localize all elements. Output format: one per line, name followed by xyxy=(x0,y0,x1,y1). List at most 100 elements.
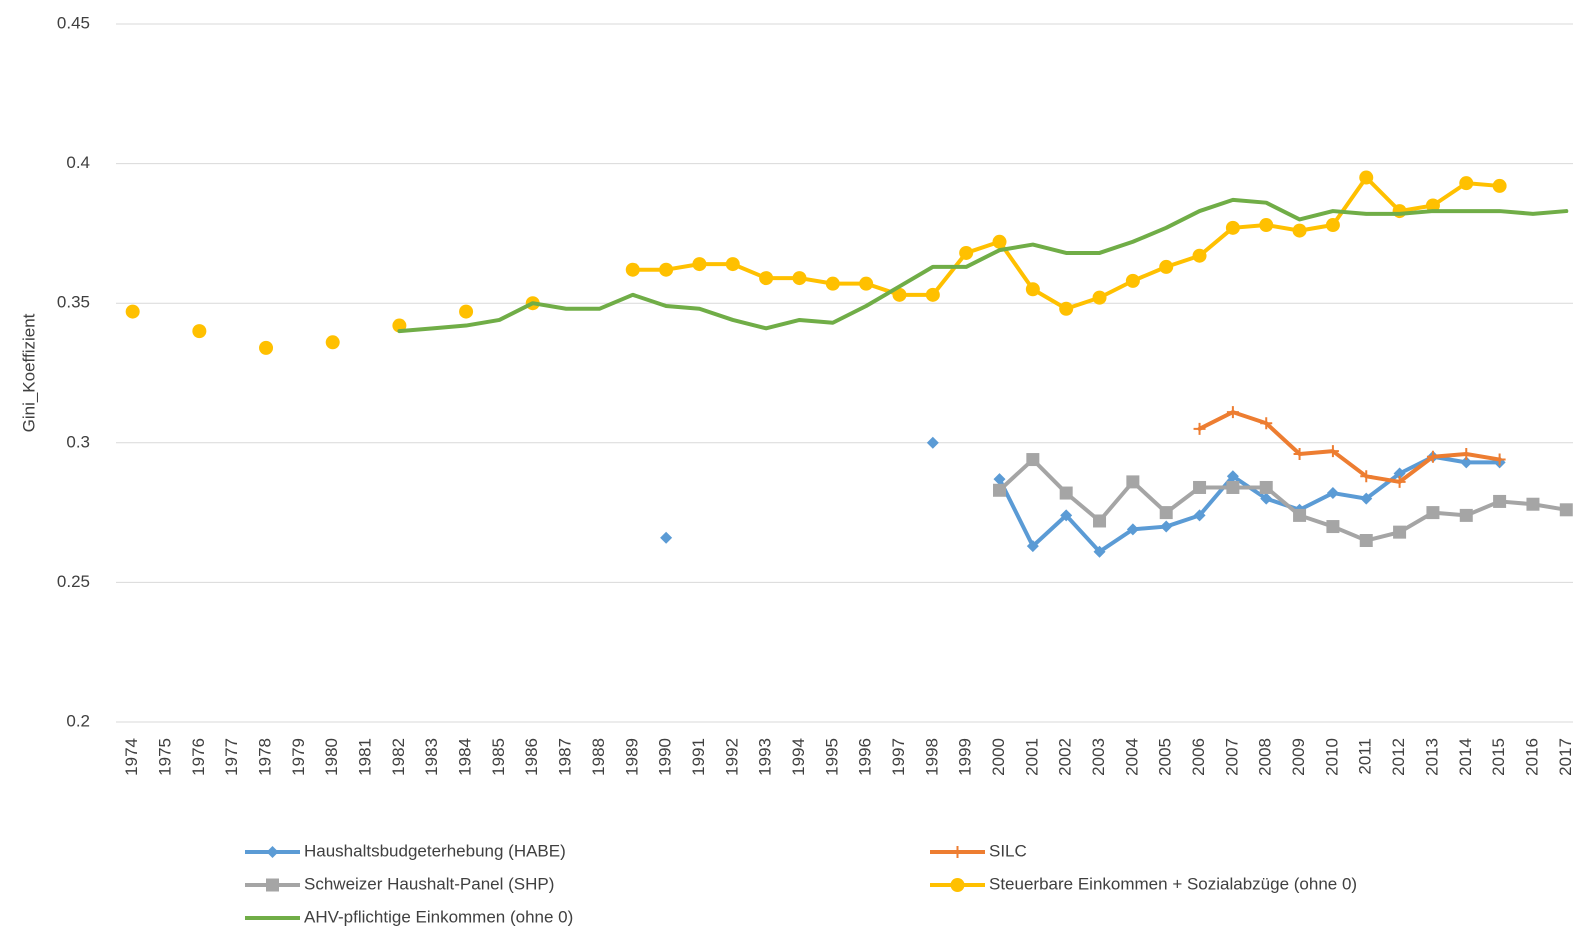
marker xyxy=(125,304,140,319)
marker xyxy=(1460,456,1473,469)
marker xyxy=(1326,445,1339,458)
x-tick-label: 2005 xyxy=(1156,738,1175,776)
marker xyxy=(1359,534,1373,548)
x-tick-label: 1986 xyxy=(522,738,541,776)
y-tick-label: 0.3 xyxy=(66,432,90,451)
marker xyxy=(1192,248,1207,263)
marker xyxy=(266,846,279,858)
marker xyxy=(1393,525,1407,539)
marker xyxy=(1459,508,1473,522)
marker xyxy=(1059,301,1074,316)
marker xyxy=(1326,520,1340,534)
marker xyxy=(1293,447,1306,460)
y-tick-label: 0.25 xyxy=(57,572,90,591)
marker xyxy=(1325,218,1340,233)
y-tick-label: 0.4 xyxy=(66,153,90,172)
legend-item: SILC xyxy=(930,841,1027,860)
series-line xyxy=(997,454,1502,554)
marker xyxy=(1460,447,1473,460)
x-tick-label: 1984 xyxy=(456,738,475,776)
x-tick-label: 2016 xyxy=(1522,738,1541,776)
marker xyxy=(926,436,939,449)
x-tick-label: 1981 xyxy=(356,738,375,776)
series-line xyxy=(630,175,1502,311)
marker xyxy=(259,340,274,355)
marker xyxy=(825,276,840,291)
x-tick-label: 1983 xyxy=(422,738,441,776)
marker xyxy=(1493,494,1507,508)
marker xyxy=(1292,223,1307,238)
marker xyxy=(892,287,907,302)
legend-label: Schweizer Haushalt-Panel (SHP) xyxy=(304,874,554,893)
marker xyxy=(925,287,940,302)
y-tick-label: 0.45 xyxy=(57,13,90,32)
marker xyxy=(1360,470,1373,483)
marker xyxy=(1160,520,1173,533)
marker xyxy=(1226,480,1240,494)
marker xyxy=(1393,475,1406,488)
marker xyxy=(1425,198,1440,213)
x-tick-label: 1996 xyxy=(856,738,875,776)
marker xyxy=(1426,506,1440,520)
marker xyxy=(859,276,874,291)
marker xyxy=(692,257,707,272)
marker xyxy=(1059,486,1073,500)
x-tick-label: 2014 xyxy=(1456,738,1475,776)
marker xyxy=(1260,417,1273,430)
x-tick-label: 1991 xyxy=(689,738,708,776)
legend-label: SILC xyxy=(989,841,1027,860)
marker xyxy=(1526,497,1540,511)
marker xyxy=(1026,453,1040,467)
marker xyxy=(993,483,1007,497)
marker xyxy=(1159,506,1173,520)
marker xyxy=(1492,178,1507,193)
marker xyxy=(459,304,474,319)
x-tick-label: 1978 xyxy=(256,738,275,776)
x-tick-label: 1975 xyxy=(155,738,174,776)
x-tick-label: 2007 xyxy=(1222,738,1241,776)
marker xyxy=(1092,290,1107,305)
marker xyxy=(1193,480,1207,494)
marker xyxy=(1293,508,1307,522)
x-tick-label: 1993 xyxy=(756,738,775,776)
legend-item: Schweizer Haushalt-Panel (SHP) xyxy=(245,874,554,893)
x-tick-label: 2015 xyxy=(1489,738,1508,776)
marker xyxy=(1559,503,1573,517)
marker xyxy=(1326,487,1339,500)
legend-item: Haushaltsbudgeterhebung (HABE) xyxy=(245,841,566,860)
x-tick-label: 2013 xyxy=(1422,738,1441,776)
marker xyxy=(1159,259,1174,274)
y-tick-label: 0.35 xyxy=(57,293,90,312)
x-tick-label: 1979 xyxy=(289,738,308,776)
marker xyxy=(1360,492,1373,505)
legend-item: Steuerbare Einkommen + Sozialabzüge (ohn… xyxy=(930,874,1357,893)
x-tick-label: 1990 xyxy=(656,738,675,776)
x-tick-label: 1999 xyxy=(956,738,975,776)
x-tick-label: 1985 xyxy=(489,738,508,776)
marker xyxy=(1026,540,1039,553)
marker xyxy=(725,257,740,272)
marker xyxy=(993,473,1006,486)
x-tick-label: 2003 xyxy=(1089,738,1108,776)
marker xyxy=(1060,509,1073,522)
marker xyxy=(1093,545,1106,558)
x-tick-label: 2000 xyxy=(989,738,1008,776)
marker xyxy=(1393,467,1406,480)
x-tick-label: 1980 xyxy=(322,738,341,776)
x-tick-label: 1976 xyxy=(189,738,208,776)
marker xyxy=(792,271,807,286)
marker xyxy=(1226,470,1239,483)
x-tick-label: 2009 xyxy=(1289,738,1308,776)
series-line xyxy=(397,197,1569,334)
x-tick-label: 1987 xyxy=(556,738,575,776)
marker xyxy=(660,531,673,544)
marker xyxy=(1125,273,1140,288)
x-tick-label: 1997 xyxy=(889,738,908,776)
x-tick-label: 2001 xyxy=(1022,738,1041,776)
marker xyxy=(1126,475,1140,489)
marker xyxy=(192,324,207,339)
marker xyxy=(625,262,640,277)
y-tick-label: 0.2 xyxy=(66,711,90,730)
